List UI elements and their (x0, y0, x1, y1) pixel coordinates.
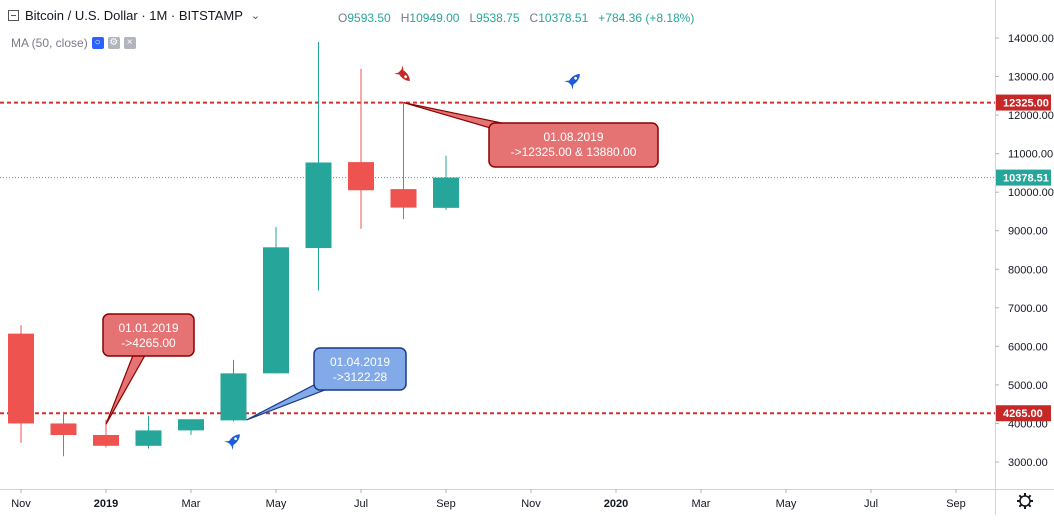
candle-body[interactable] (50, 423, 77, 436)
rocket-up-icon (224, 434, 240, 450)
ohlc-close-value: 10378.51 (538, 11, 589, 25)
ohlc-open-value: 9593.50 (347, 11, 391, 25)
x-tick-label: Mar (692, 498, 711, 510)
x-tick-label: May (266, 498, 287, 510)
level-price-tag-bg (996, 94, 1051, 111)
y-tick-label: 6000.00 (1008, 341, 1048, 353)
y-tick-label: 8000.00 (1008, 264, 1048, 276)
candle-body[interactable] (8, 333, 34, 424)
gear-tooth (1018, 503, 1023, 508)
x-tick-label: Jul (864, 498, 878, 510)
callout-target: ->12325.00 & 13880.00 (511, 145, 637, 159)
ohlc-close-key: C (529, 11, 539, 25)
level-price-tag: 12325.00 (1003, 98, 1049, 110)
candle-body[interactable] (178, 419, 204, 431)
x-tick-label: Sep (946, 498, 966, 510)
callout-box[interactable] (488, 122, 659, 168)
candle-body[interactable] (220, 373, 247, 421)
callout-target: ->3122.28 (333, 370, 388, 384)
y-tick-label: 3000.00 (1008, 457, 1048, 469)
ohlc-open-key: O (338, 11, 348, 25)
ohlc-high-key: H (400, 11, 410, 25)
collapse-icon[interactable] (8, 10, 19, 21)
y-tick-label: 13000.00 (1008, 72, 1054, 84)
rocket-up-icon (564, 74, 580, 90)
x-tick-label: 2019 (94, 498, 118, 510)
candle-body[interactable] (348, 162, 374, 191)
callout-date: 01.04.2019 (330, 355, 390, 369)
price-axis-bg (995, 0, 1054, 515)
ohlc-readout: O 9593.50 H 10949.00 L 9538.75 C 10378.51 +7… (338, 11, 704, 25)
y-tick-label: 14000.00 (1008, 33, 1054, 45)
y-tick-label: 12000.00 (1008, 110, 1054, 122)
candle-body[interactable] (263, 247, 289, 374)
gear-icon[interactable]: ⚙ (107, 37, 120, 49)
candle-body[interactable] (135, 430, 162, 446)
callout-box[interactable] (313, 347, 407, 391)
x-tick-label: 2020 (604, 498, 628, 510)
ohlc-low-key: L (469, 11, 477, 25)
level-price-tag: 4265.00 (1003, 408, 1043, 420)
eye-icon[interactable]: ○ (91, 37, 104, 49)
y-tick-label: 11000.00 (1008, 149, 1053, 161)
x-tick-label: Nov (521, 498, 541, 510)
candle-body[interactable] (433, 177, 459, 208)
y-tick-label: 9000.00 (1008, 226, 1048, 238)
callout-box[interactable] (102, 313, 195, 357)
indicator-legend: MA (50, close) ○ ⚙ × (11, 36, 136, 50)
symbol-legend: Bitcoin / U.S. Dollar · 1M · BITSTAMP ⌄ (8, 8, 260, 23)
chevron-down-icon[interactable]: ⌄ (250, 10, 261, 22)
level-price-tag-bg (996, 405, 1051, 422)
last-price-tag: 10378.51 (1003, 173, 1049, 185)
y-tick-label: 7000.00 (1008, 303, 1048, 315)
x-tick-label: Nov (11, 498, 31, 510)
candle-body[interactable] (93, 435, 119, 446)
callout-target: ->4265.00 (121, 336, 176, 350)
gear-tooth (1027, 503, 1032, 508)
gear-tooth (1027, 494, 1032, 499)
x-tick-label: May (776, 498, 797, 510)
close-icon[interactable]: × (123, 37, 136, 49)
y-tick-label: 4000.00 (1008, 418, 1048, 430)
ohlc-high-value: 10949.00 (409, 11, 460, 25)
x-tick-label: Jul (354, 498, 368, 510)
y-tick-label: 10000.00 (1008, 187, 1054, 199)
last-price-tag-bg (996, 169, 1051, 186)
callout-date: 01.01.2019 (118, 321, 178, 335)
x-tick-label: Mar (182, 498, 201, 510)
x-tick-label: Sep (436, 498, 456, 510)
indicator-title[interactable]: MA (50, close) (11, 36, 88, 50)
ohlc-low-value: 9538.75 (476, 11, 520, 25)
gear-tooth (1018, 494, 1023, 499)
rocket-down-icon (394, 65, 410, 81)
callout-date: 01.08.2019 (543, 130, 603, 144)
y-tick-label: 5000.00 (1008, 380, 1048, 392)
symbol-title[interactable]: Bitcoin / U.S. Dollar · 1M · BITSTAMP (25, 8, 243, 23)
candle-body[interactable] (390, 189, 417, 208)
candle-body[interactable] (305, 162, 332, 249)
ohlc-change-value: +784.36 (+8.18%) (598, 11, 695, 25)
